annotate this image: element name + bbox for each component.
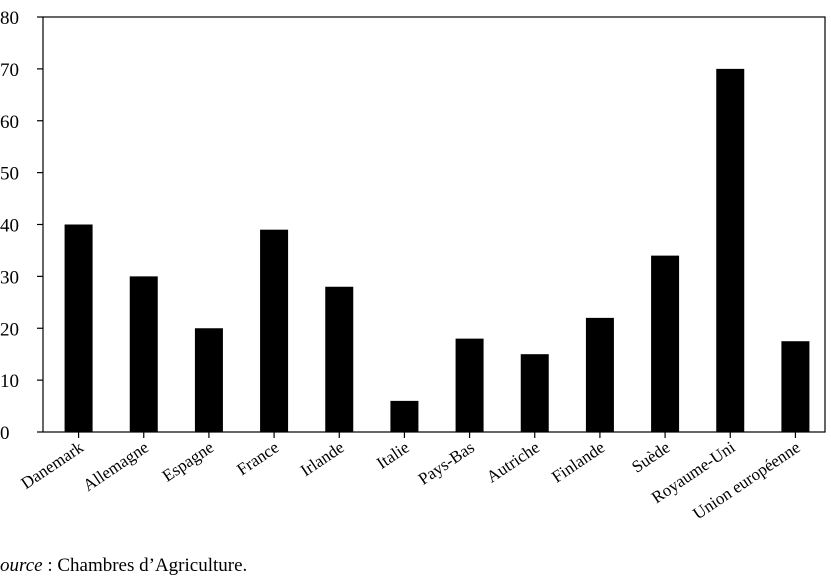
source-text: : Chambres d’Agriculture. <box>42 555 248 576</box>
chart-axes <box>42 16 826 433</box>
y-tick-label: 10 <box>0 371 19 392</box>
bar <box>455 338 484 432</box>
bar <box>520 354 549 432</box>
x-category-label: Allemagne <box>80 438 152 495</box>
bar <box>716 68 745 432</box>
bar <box>129 276 158 432</box>
y-tick-label: 20 <box>0 319 19 340</box>
chart-bars <box>64 68 810 432</box>
bar <box>260 229 289 432</box>
bar <box>781 341 810 432</box>
bar <box>64 224 93 432</box>
y-tick-label: 60 <box>0 112 19 133</box>
x-category-label: Italie <box>373 438 413 473</box>
x-category-label: Finlande <box>548 438 608 487</box>
x-category-label: Union européenne <box>689 438 803 524</box>
x-category-label: Suède <box>628 438 673 477</box>
y-tick-label: 50 <box>0 164 19 185</box>
y-tick-label: 30 <box>0 267 19 288</box>
y-axis-ticks: 0 10 20 30 40 50 60 70 80 <box>0 8 43 444</box>
x-category-label: Pays-Bas <box>415 438 478 489</box>
x-category-label: Espagne <box>159 438 217 486</box>
bar <box>585 317 614 432</box>
y-tick-label: 70 <box>0 60 19 81</box>
y-tick-label: 0 <box>0 423 10 444</box>
x-category-label: Irlande <box>297 438 348 481</box>
plot-frame <box>42 16 826 433</box>
x-category-label: Autriche <box>483 438 543 487</box>
y-tick-label: 80 <box>0 8 19 29</box>
x-category-label: Danemark <box>17 437 87 493</box>
bar <box>194 328 223 432</box>
bar <box>390 400 419 432</box>
source-note: ource : Chambres d’Agriculture. <box>0 555 247 577</box>
bar <box>325 286 354 432</box>
x-category-label: France <box>233 438 282 480</box>
y-tick-label: 40 <box>0 216 19 237</box>
source-label: ource <box>0 555 43 576</box>
bar <box>651 255 680 432</box>
